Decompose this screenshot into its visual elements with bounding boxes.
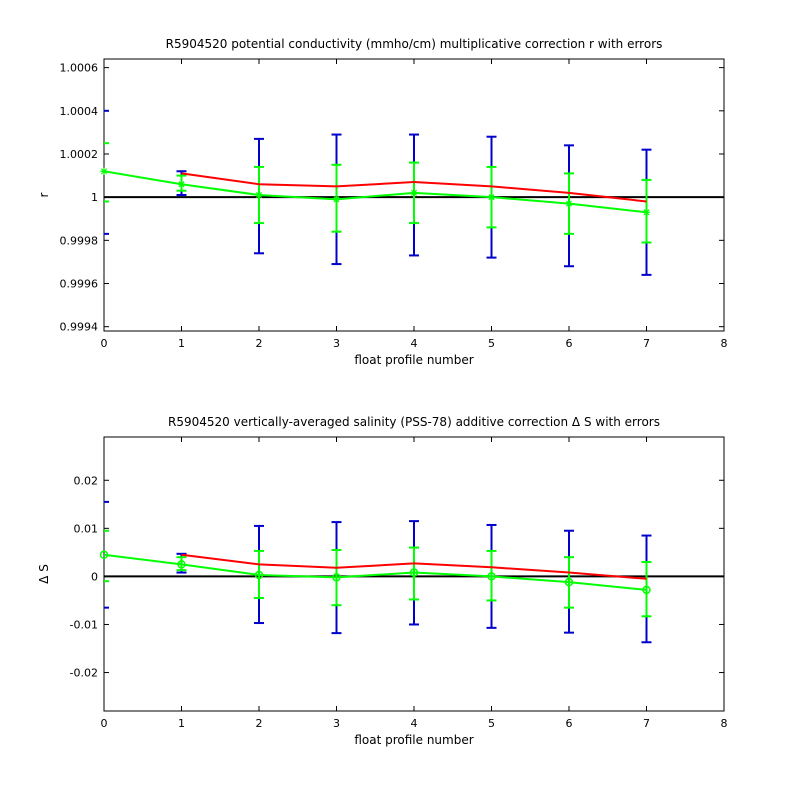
chart1-y-tick-label: 1.0002 (60, 148, 99, 161)
chart1-x-tick-label: 3 (333, 337, 340, 350)
chart1-x-tick-label: 0 (101, 337, 108, 350)
chart1-series-green-point (255, 191, 263, 199)
chart2-series-green-line (103, 553, 647, 591)
chart1-panel: R5904520 potential conductivity (mmho/cm… (37, 37, 728, 367)
chart1-y-tick-label: 0.9998 (60, 234, 99, 247)
chart2-x-tick-label: 2 (256, 717, 263, 730)
chart2-panel: R5904520 vertically-averaged salinity (P… (37, 415, 728, 747)
chart2-y-axis-label: Δ S (37, 564, 51, 584)
chart1-x-axis-label: float profile number (354, 353, 473, 367)
chart1-y-tick-label: 0.9994 (60, 321, 99, 334)
chart2-y-tick-label: 0.02 (74, 474, 99, 487)
chart2-series-red-line (181, 553, 647, 580)
chart2-y-tick-label: -0.02 (70, 667, 98, 680)
chart2-y-tick-label: 0 (91, 570, 98, 583)
chart2-x-tick-label: 1 (178, 717, 185, 730)
chart2-x-tick-label: 5 (488, 717, 495, 730)
chart1-y-tick-label: 1.0004 (60, 105, 99, 118)
chart1-series-green-point (100, 167, 108, 175)
chart1-x-tick-label: 8 (721, 337, 728, 350)
chart1-y-tick-label: 1 (91, 191, 98, 204)
chart2-x-axis-label: float profile number (354, 733, 473, 747)
chart1-title: R5904520 potential conductivity (mmho/cm… (166, 37, 663, 51)
chart2-series-green-point (409, 568, 419, 577)
chart1-series-red-line (181, 172, 647, 203)
chart2-x-tick-label: 3 (333, 717, 340, 730)
chart1-x-tick-label: 6 (566, 337, 573, 350)
chart1-x-tick-label: 5 (488, 337, 495, 350)
chart1-series-green-point (488, 193, 495, 201)
chart1-x-tick-label: 4 (411, 337, 418, 350)
chart2-y-tick-label: -0.01 (70, 618, 98, 631)
chart2-series-green-point (99, 550, 109, 560)
chart2-x-tick-label: 4 (411, 717, 418, 730)
chart2-x-tick-label: 6 (566, 717, 573, 730)
chart1-series-green-line (103, 170, 647, 214)
chart1-series-green-point (333, 195, 340, 203)
chart1-x-tick-label: 2 (256, 337, 263, 350)
chart1-y-tick-label: 1.0006 (60, 62, 99, 75)
chart2-x-tick-label: 7 (643, 717, 650, 730)
chart1-y-tick-label: 0.9996 (60, 278, 99, 291)
chart2-title: R5904520 vertically-averaged salinity (P… (168, 415, 660, 429)
chart2-series-green-point (564, 577, 574, 587)
chart1-x-tick-label: 1 (178, 337, 185, 350)
chart1-series-green-point (178, 180, 185, 188)
chart2-x-tick-label: 8 (721, 717, 728, 730)
chart1-series-green-point (410, 189, 418, 197)
chart2-series-green-point (642, 585, 651, 595)
chart2-y-tick-label: 0.01 (74, 522, 99, 535)
chart1-series-green-point (643, 208, 650, 216)
chart2-series-green-point (177, 560, 186, 569)
chart2-series-green-point (487, 572, 496, 581)
chart2-series-green-point (332, 573, 341, 582)
chart1-series-green-point (565, 200, 573, 208)
chart1-y-axis-label: r (37, 192, 51, 197)
chart2-series-green-point (254, 570, 264, 580)
chart2-x-tick-label: 0 (101, 717, 108, 730)
chart1-x-tick-label: 7 (643, 337, 650, 350)
